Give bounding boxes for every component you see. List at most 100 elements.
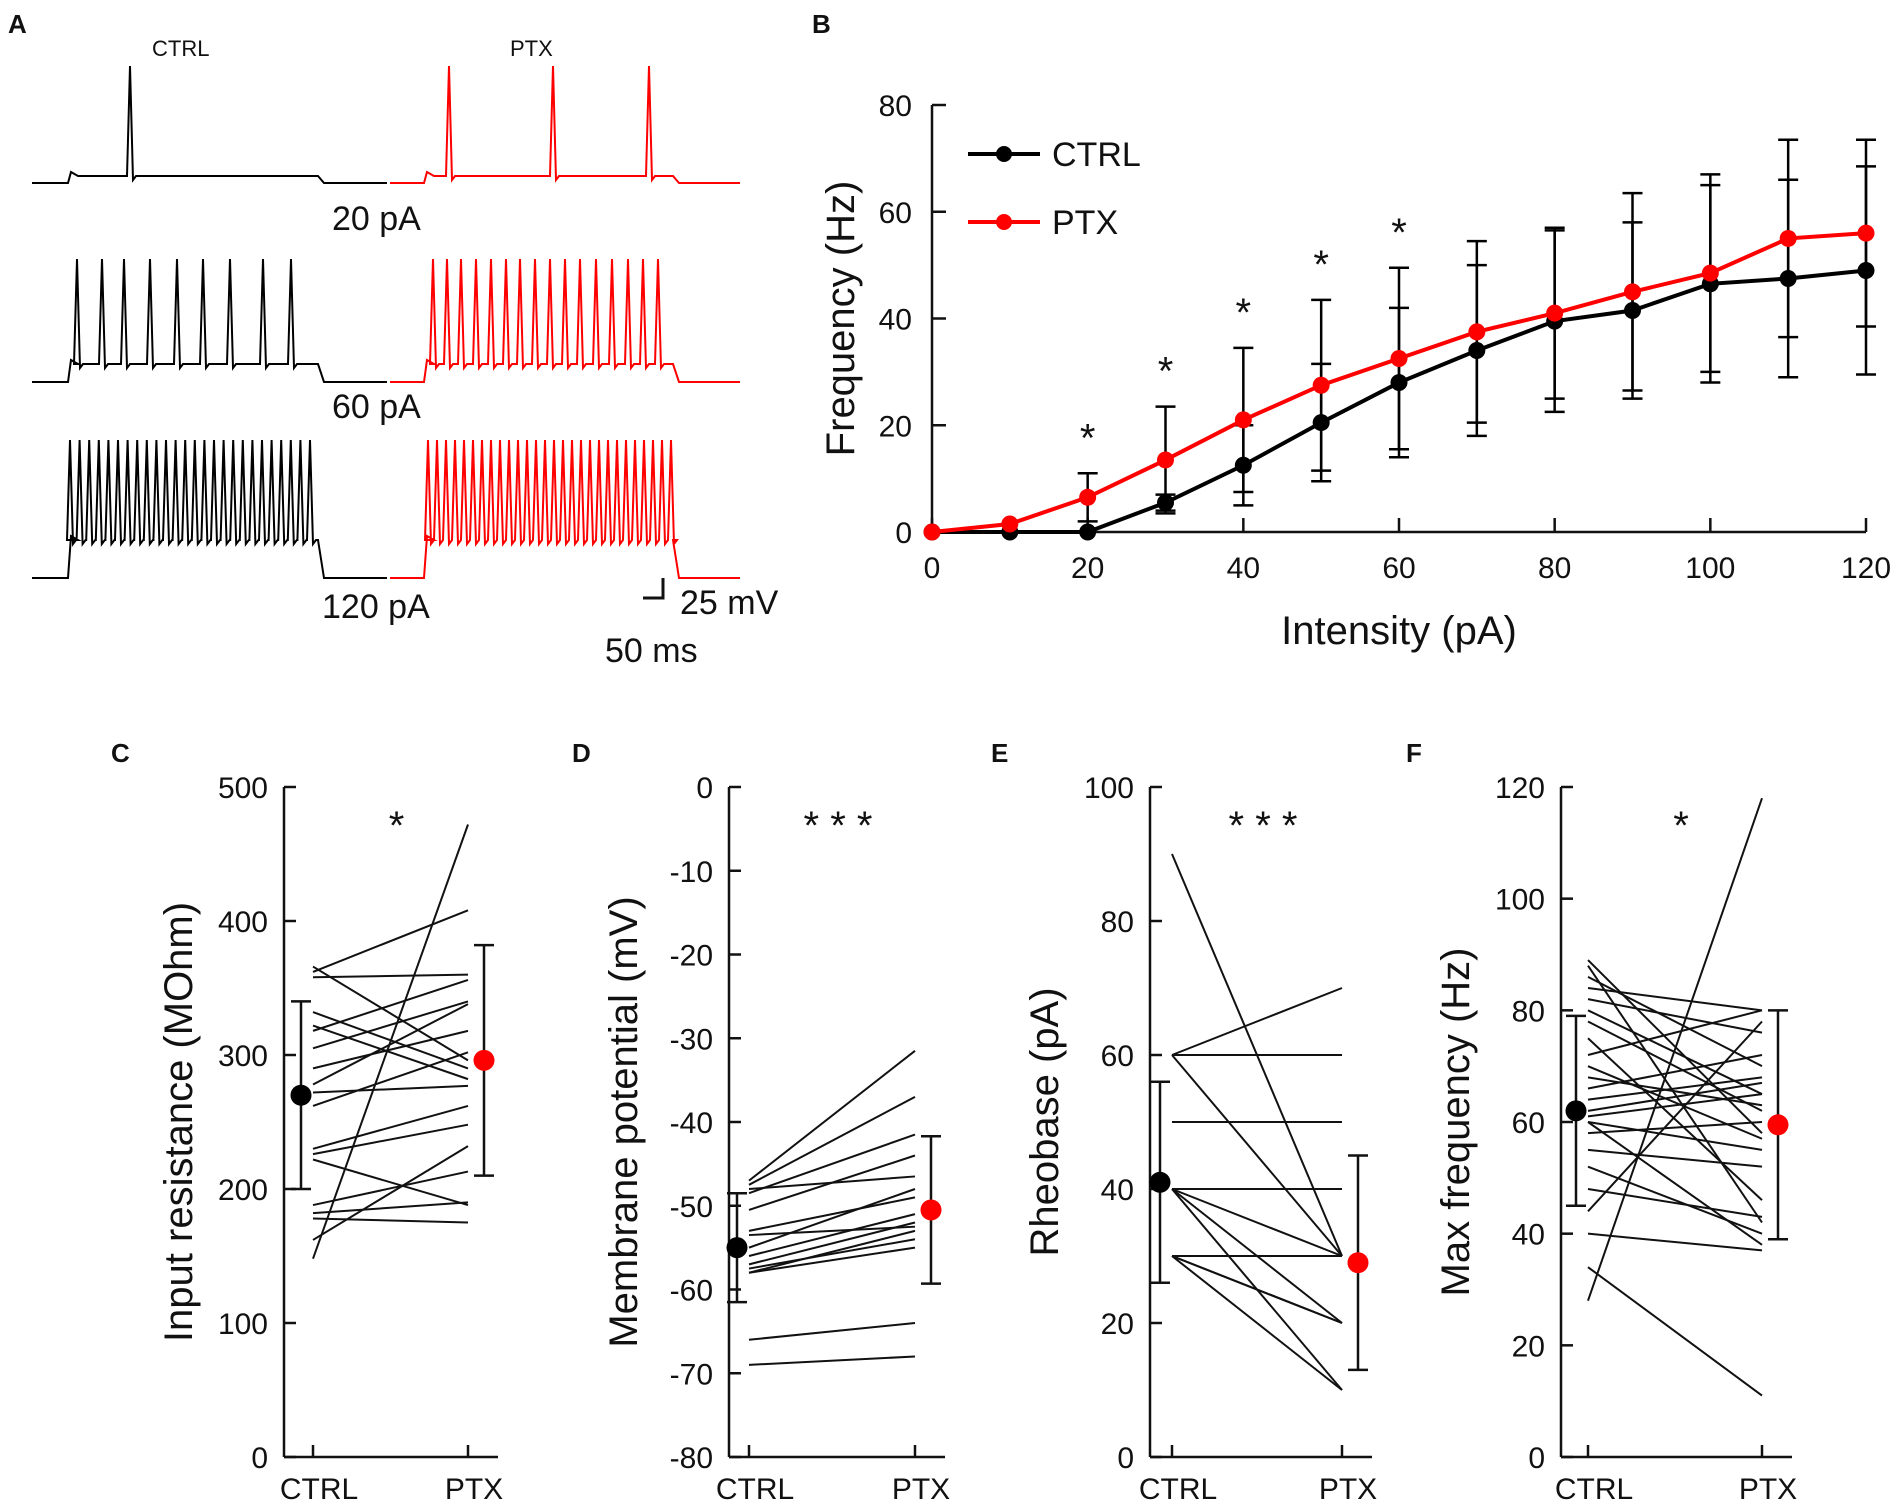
panel-letter-e: E: [991, 738, 1008, 768]
data-point-ctrl: [1312, 414, 1330, 432]
panel-e-x-tick-label: PTX: [1319, 1473, 1377, 1506]
panel-b-y-tick-label: 80: [879, 90, 912, 123]
panel-d-y-tick-label: 0: [696, 772, 713, 805]
panel-b-axes: 0 20 40 60 80 0 20 40 60 80 100 120: [879, 90, 1891, 585]
data-point-ptx: [923, 523, 941, 541]
panel-c-paired-line: [312, 1024, 469, 1081]
data-point-ptx: [1468, 323, 1486, 341]
panel-f-paired-line: [1587, 1148, 1763, 1168]
panel-e-x-tick-label: CTRL: [1139, 1473, 1217, 1506]
panel-d-paired-line: [748, 1050, 916, 1182]
panel-c-paired-line: [312, 1029, 469, 1070]
panel-f-mean-marker-ctrl: [1565, 1100, 1587, 1122]
panel-d-x-tick-label: CTRL: [716, 1473, 794, 1506]
panel-c-paired-line: [312, 909, 469, 973]
panel-c-paired-line: [312, 1011, 469, 1070]
panel-b-y-axis-label: Frequency (Hz): [819, 181, 863, 457]
panel-e-y-tick-label: 0: [1117, 1442, 1134, 1475]
current-step-label-120: 120 pA: [322, 588, 430, 626]
voltage-trace-ctrl-row-2: [32, 258, 387, 383]
panel-d-paired-line: [748, 1154, 916, 1211]
panel-f-paired-line: [1587, 1121, 1763, 1246]
panel-f-paired-line: [1587, 1232, 1763, 1252]
panel-b-y-tick-label: 60: [879, 197, 912, 230]
data-point-ptx: [1701, 264, 1719, 282]
panel-d-mean-marker-ctrl: [726, 1237, 748, 1259]
panel-f-x-tick-label: PTX: [1739, 1473, 1797, 1506]
panel-letter-f: F: [1406, 738, 1422, 768]
panel-c-y-axis-label: Input resistance (MOhm): [157, 902, 201, 1342]
data-point-ptx: [1546, 304, 1564, 322]
panel-f-paired-line: [1587, 1093, 1763, 1118]
panel-e-y-tick-label: 40: [1101, 1174, 1134, 1207]
panel-f-paired-line: [1587, 1121, 1763, 1151]
panel-d-paired-line: [748, 1238, 916, 1270]
data-point-ctrl: [1079, 523, 1097, 541]
significance-marker: *: [1236, 291, 1252, 335]
voltage-trace-ctrl-row-3: [32, 439, 387, 579]
voltage-trace-ptx-row-1: [390, 65, 740, 184]
panel-c-paired-line: [312, 1145, 469, 1241]
panel-f-y-tick-label: 40: [1512, 1219, 1545, 1252]
panel-b-y-tick-label: 40: [879, 304, 912, 337]
panel-c-paired-line: [312, 1158, 469, 1207]
panel-b-x-tick-label: 120: [1841, 552, 1891, 585]
panel-e-paired-line: [1171, 1054, 1343, 1257]
panel-c-paired-line: [312, 973, 469, 979]
panel-c-x-tick-label: CTRL: [280, 1473, 358, 1506]
scale-bar-time-label: 50 ms: [605, 632, 698, 670]
panel-f-paired-line: [1587, 959, 1763, 1134]
panel-c-mean-marker-ctrl: [290, 1084, 312, 1106]
panel-c-paired-line: [312, 1123, 469, 1156]
panel-f-paired-line: [1587, 1009, 1763, 1095]
panel-f-max-frequency: F 0 20 40 60 80 100 120 CTRL PTX Max frequency (H…: [1406, 738, 1797, 1506]
significance-marker: *: [1313, 243, 1329, 287]
panel-e-rheobase: E 0 20 40 60 80 100 CTRL PTX Rheobase (pA) * * *: [991, 738, 1377, 1506]
panel-f-paired-line: [1587, 1188, 1763, 1218]
voltage-traces: [32, 65, 740, 579]
panel-d-significance-marker: * * *: [804, 804, 873, 848]
data-point-ctrl: [1624, 301, 1641, 319]
panel-e-y-tick-label: 60: [1101, 1040, 1134, 1073]
panel-c-paired-line: [312, 1217, 469, 1224]
panel-f-paired-line: [1587, 1037, 1763, 1201]
panel-d-paired-line: [748, 1246, 916, 1274]
data-point-ptx: [1390, 350, 1408, 368]
panel-f-paired-line: [1587, 1121, 1763, 1135]
panel-f-paired-line: [1587, 965, 1763, 1224]
panel-d-x-tick-label: PTX: [892, 1473, 950, 1506]
data-point-ptx: [1857, 224, 1875, 242]
panel-f-mean-marker-ptx: [1767, 1114, 1789, 1136]
panel-f-paired-line: [1587, 1266, 1763, 1397]
panel-f-paired-line: [1587, 797, 1763, 1301]
panel-f-paired-line: [1587, 1020, 1763, 1112]
panel-f-paired-line: [1587, 1165, 1763, 1235]
panel-e-paired-line: [1171, 1255, 1343, 1324]
significance-marker: *: [1158, 350, 1174, 394]
panel-f-paired-line: [1587, 1076, 1763, 1107]
panel-b-series: * * * * *: [923, 138, 1876, 541]
panel-c-paired-line: [312, 1003, 469, 1086]
legend-label-ptx: PTX: [1052, 204, 1118, 242]
data-point-ctrl: [1234, 456, 1252, 474]
panel-c-y-tick-label: 100: [218, 1308, 268, 1341]
panel-letter-c: C: [111, 738, 130, 768]
panel-b-legend: CTRL PTX: [968, 136, 1141, 242]
panel-d-paired-line: [748, 1188, 916, 1249]
scale-bar-voltage-label: 25 mV: [680, 584, 779, 622]
panel-e-paired-line: [1171, 1188, 1343, 1257]
current-step-label-60: 60 pA: [332, 388, 421, 426]
panel-b-x-tick-label: 100: [1685, 552, 1735, 585]
significance-marker: *: [1391, 211, 1407, 255]
panel-d-paired-line: [748, 1095, 916, 1186]
scale-bar: [643, 578, 665, 600]
panel-f-paired-line: [1587, 1020, 1763, 1213]
panel-e-y-tick-label: 20: [1101, 1308, 1134, 1341]
panel-b-x-tick-label: 40: [1227, 552, 1260, 585]
panel-d-y-tick-label: -40: [670, 1107, 713, 1140]
voltage-trace-ptx-row-2: [390, 258, 740, 383]
data-point-ptx: [1234, 411, 1252, 429]
panel-d-y-axis-label: Membrane potential (mV): [602, 896, 646, 1347]
panel-b-y-tick-label: 20: [879, 410, 912, 443]
